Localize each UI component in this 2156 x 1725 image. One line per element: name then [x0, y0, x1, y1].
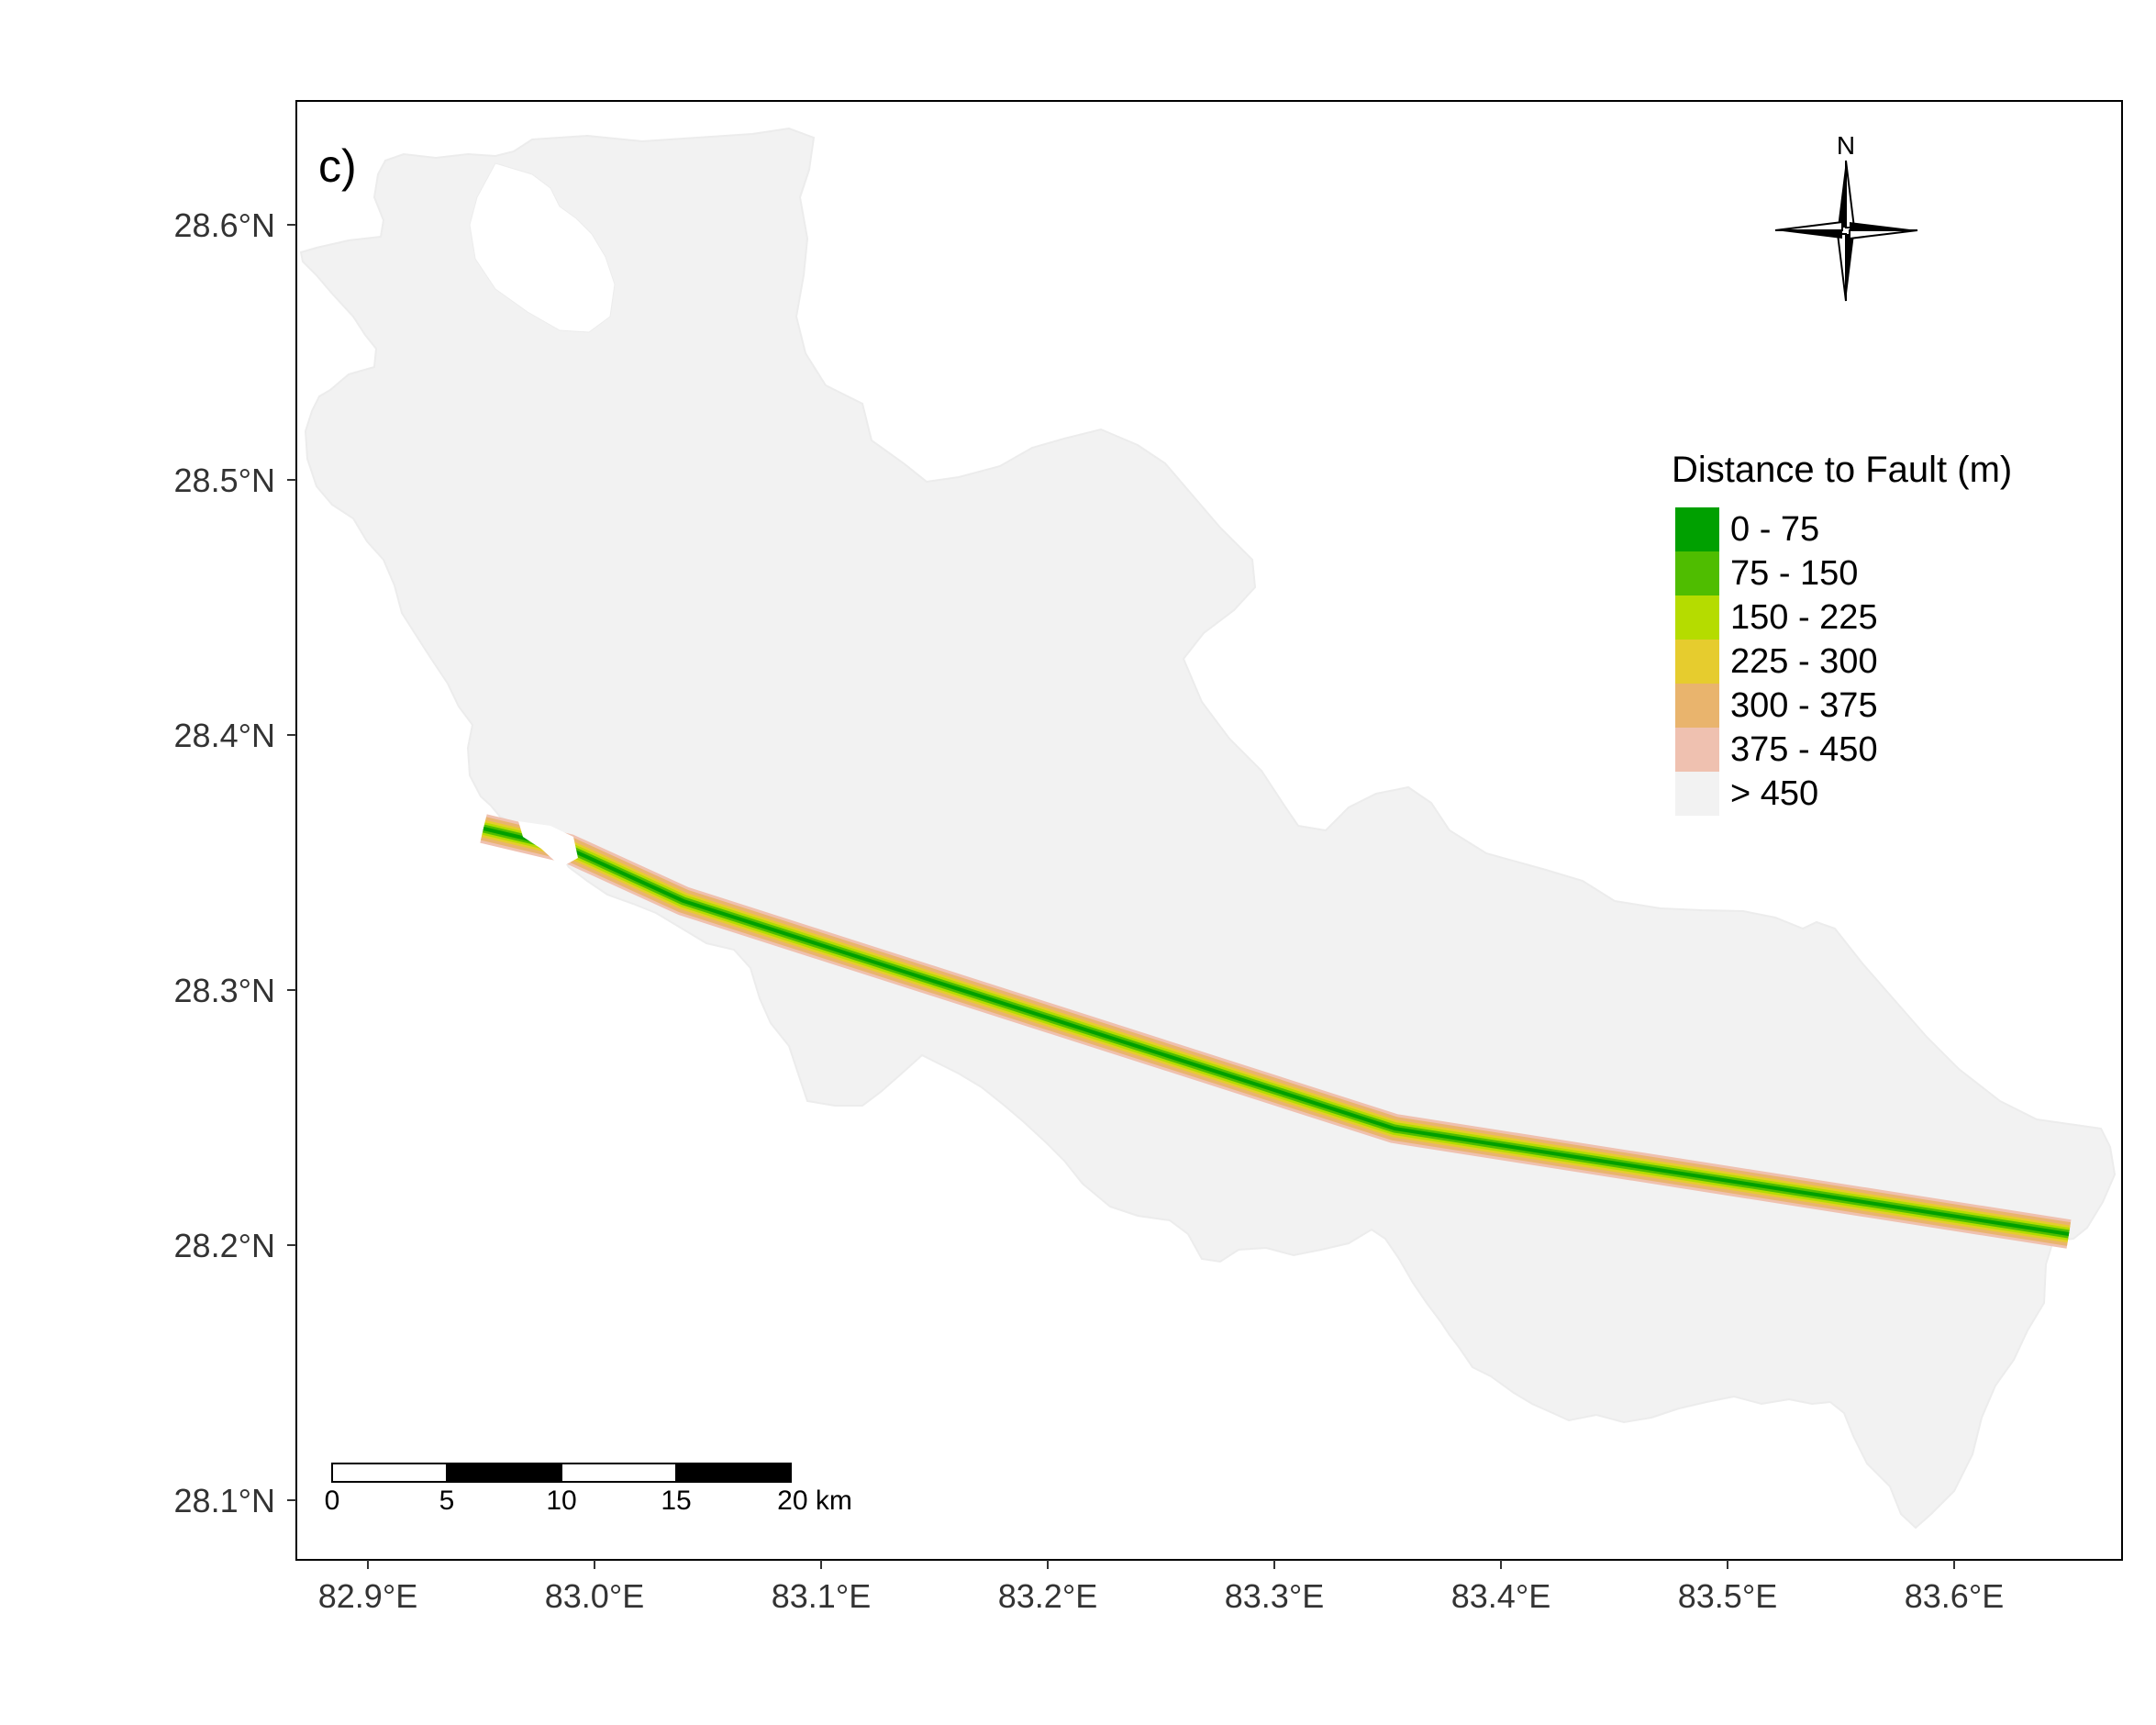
- legend: Distance to Fault (m) 0 - 75 75 - 150 150 …: [1672, 450, 2012, 816]
- legend-swatch: [1675, 640, 1719, 684]
- legend-label: 375 - 450: [1730, 730, 1878, 769]
- legend-title: Distance to Fault (m): [1672, 450, 2012, 490]
- scale-bar-label: 20 km: [777, 1486, 852, 1516]
- legend-swatch: [1675, 772, 1719, 816]
- x-tick-label: 82.9°E: [318, 1577, 417, 1615]
- y-tick-label: 28.3°N: [174, 972, 275, 1009]
- scale-bar: 0 5 10 15 20 km: [325, 1463, 852, 1516]
- x-tick-label: 83.0°E: [545, 1577, 644, 1615]
- panel-label: c): [318, 140, 357, 192]
- x-tick-label: 83.2°E: [998, 1577, 1097, 1615]
- legend-swatch: [1675, 728, 1719, 772]
- x-tick-label: 83.1°E: [772, 1577, 871, 1615]
- x-axis: 82.9°E 83.0°E 83.1°E 83.2°E 83.3°E 83.4°…: [318, 1560, 2004, 1615]
- scale-bar-segment: [446, 1463, 562, 1483]
- y-tick-label: 28.1°N: [174, 1482, 275, 1519]
- legend-label: 225 - 300: [1730, 642, 1878, 681]
- legend-swatch: [1675, 507, 1719, 551]
- y-tick-label: 28.5°N: [174, 462, 275, 499]
- x-tick-label: 83.3°E: [1225, 1577, 1324, 1615]
- legend-swatch: [1675, 684, 1719, 728]
- scale-bar-label: 5: [439, 1486, 455, 1516]
- legend-swatch: [1675, 551, 1719, 595]
- watershed-notch: [469, 162, 616, 333]
- x-tick-label: 83.4°E: [1451, 1577, 1550, 1615]
- legend-items: 0 - 75 75 - 150 150 - 225 225 - 300 300 - 37…: [1675, 507, 1878, 816]
- scale-bar-label: 10: [546, 1486, 576, 1516]
- legend-label: > 450: [1730, 774, 1818, 813]
- y-tick-label: 28.4°N: [174, 717, 275, 754]
- scale-bar-label: 15: [661, 1486, 691, 1516]
- scale-bar-label: 0: [325, 1486, 340, 1516]
- scale-bar-segment: [561, 1463, 677, 1483]
- x-tick-label: 83.6°E: [1905, 1577, 2004, 1615]
- y-tick-label: 28.6°N: [174, 206, 275, 244]
- y-tick-label: 28.2°N: [174, 1227, 275, 1264]
- north-arrow-icon: N: [1774, 131, 1918, 302]
- north-arrow-label: N: [1837, 131, 1855, 160]
- legend-label: 0 - 75: [1730, 510, 1819, 549]
- x-tick-label: 83.5°E: [1678, 1577, 1777, 1615]
- legend-label: 150 - 225: [1730, 598, 1878, 637]
- watershed-boundary-cover: [518, 821, 578, 867]
- y-axis: 28.6°N 28.5°N 28.4°N 28.3°N 28.2°N 28.1°…: [174, 206, 296, 1519]
- legend-label: 300 - 375: [1730, 686, 1878, 725]
- legend-swatch: [1675, 595, 1719, 640]
- scale-bar-segment: [675, 1463, 792, 1483]
- scale-bar-segment: [331, 1463, 448, 1483]
- legend-label: 75 - 150: [1730, 554, 1858, 593]
